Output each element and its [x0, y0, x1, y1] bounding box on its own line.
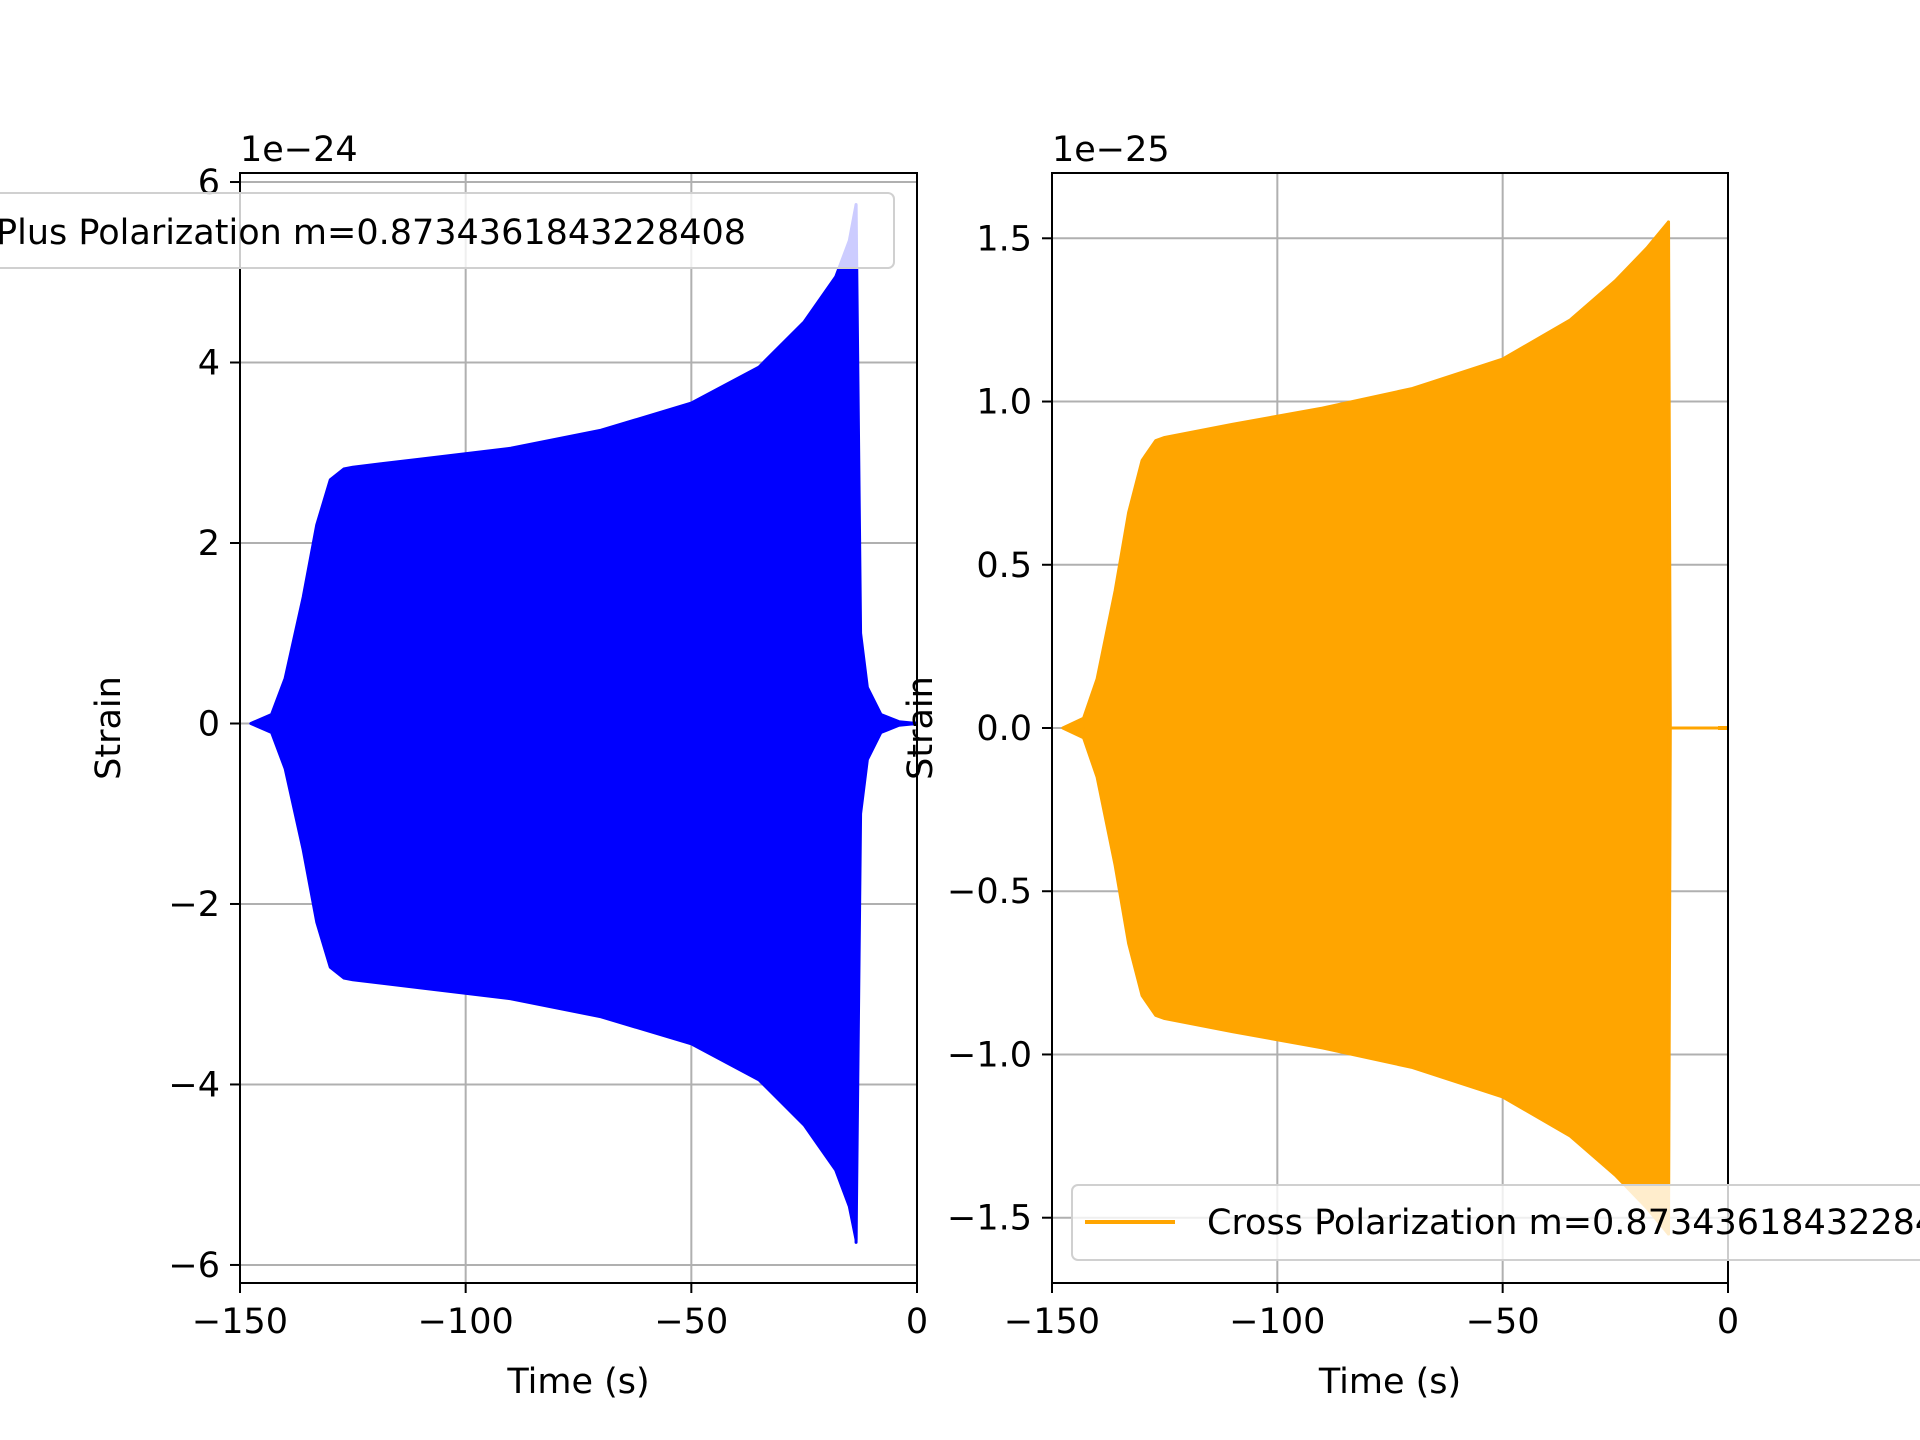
- cross-x-tick-label: −100: [1229, 1302, 1325, 1342]
- plus-plot-area: [249, 203, 917, 1244]
- plus-y-tick-label: −2: [168, 885, 220, 925]
- plus-y-tick-label: 0: [198, 704, 220, 744]
- cross-x-tick-label: 0: [1717, 1302, 1739, 1342]
- plus-legend-label: Plus Polarization m=0.8734361843228408: [0, 213, 746, 253]
- plus-y-axis-label: Strain: [89, 676, 129, 780]
- cross-y-tick-label: 0.5: [976, 546, 1032, 586]
- plus-x-tick-label: −150: [192, 1302, 288, 1342]
- plus-y-tick-label: −6: [168, 1246, 220, 1286]
- plus-axes-frame: [239, 172, 918, 1284]
- cross-y-tick-label: −0.5: [947, 872, 1032, 912]
- plus-legend-box: [0, 192, 895, 269]
- cross-y-tick-label: 0.0: [976, 709, 1032, 749]
- cross-y-tick-label: 1.5: [976, 219, 1032, 259]
- plus-x-tick-label: −50: [654, 1302, 728, 1342]
- plus-y-tick-label: 2: [198, 524, 220, 564]
- cross-series-ringdown: [1667, 220, 1728, 1236]
- plus-x-axis-label: Time (s): [506, 1362, 649, 1402]
- plus-legend: Plus Polarization m=0.8734361843228408: [0, 192, 895, 269]
- cross-plot-area: [1061, 220, 1728, 1236]
- cross-y-tick-label: 1.0: [976, 383, 1032, 423]
- cross-offset-text: 1e−25: [1052, 130, 1170, 170]
- plus-y-tick-label: 4: [198, 344, 220, 384]
- cross-x-tick-label: −50: [1466, 1302, 1540, 1342]
- plus-x-tick-label: −100: [418, 1302, 514, 1342]
- cross-y-tick-label: −1.5: [947, 1199, 1032, 1239]
- cross-legend: Cross Polarization m=0.8734361843228408: [1071, 1184, 1920, 1261]
- cross-y-axis-label: Strain: [901, 676, 941, 780]
- plus-y-tick-label: −4: [168, 1065, 220, 1105]
- cross-x-axis-label: Time (s): [1318, 1362, 1461, 1402]
- plus-offset-text: 1e−24: [240, 130, 358, 170]
- cross-legend-label: Cross Polarization m=0.8734361843228408: [1207, 1203, 1920, 1243]
- cross-ticks: −150 −100 −50 0 −1.5 −1.0 −0.5 0.0 0.5 1.0 1.5: [947, 219, 1739, 1342]
- cross-x-tick-label: −150: [1004, 1302, 1100, 1342]
- cross-polarization-axes: −150 −100 −50 0 −1.5 −1.0 −0.5 0.0 0.5 1.0 1.5 1e−…: [901, 130, 1920, 1402]
- cross-y-tick-label: −1.0: [947, 1035, 1032, 1075]
- cross-legend-box: [1071, 1184, 1920, 1261]
- plus-x-tick-label: 0: [906, 1302, 928, 1342]
